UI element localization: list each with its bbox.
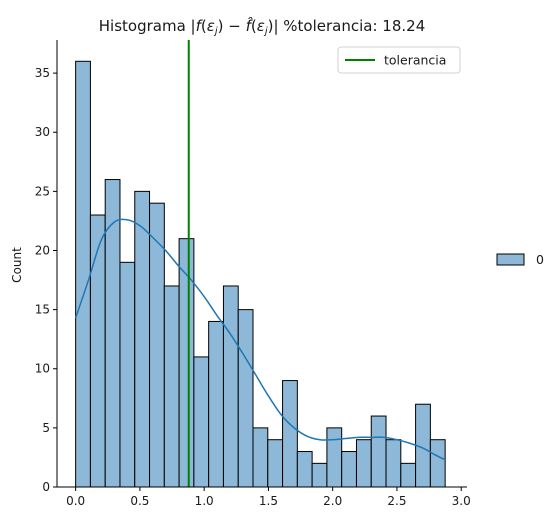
x-tick-label: 2.5: [387, 494, 406, 508]
histogram-bar: [326, 427, 343, 488]
histogram-bar: [104, 179, 121, 488]
histogram-bar: [208, 320, 224, 488]
histogram-bar: [193, 356, 210, 488]
histogram-bar: [429, 439, 446, 488]
ticks-layer: 0.0 0.5 1.0 1.5 2.0 2.5 3.0 0 5 10 15 20 25 30 35: [35, 66, 471, 508]
x-tick-label: 0.5: [130, 494, 149, 508]
histogram-bar: [178, 238, 195, 488]
histogram-bar: [385, 439, 402, 488]
chart-title-formula: |f(εj) − f̂(εj)|: [191, 16, 279, 37]
x-tick-label: 1.5: [259, 494, 278, 508]
x-tick-label: 3.0: [452, 494, 471, 508]
histogram-bar: [400, 462, 417, 488]
chart-title-prefix: Histograma: [99, 17, 191, 35]
legend-hue-label: 0: [536, 252, 544, 267]
histogram-bar: [222, 285, 239, 488]
histogram-bar: [252, 427, 269, 488]
y-tick-label: 35: [35, 66, 50, 80]
axes-layer: [56, 40, 467, 488]
histogram-bar: [282, 380, 298, 488]
histogram-bar: [119, 261, 136, 488]
y-tick-label: 15: [35, 303, 50, 317]
kde-layer: [74, 218, 446, 461]
x-tick-label: 2.0: [323, 494, 342, 508]
histogram-bar: [355, 439, 372, 488]
legend-tolerancia-frame: [337, 46, 461, 74]
y-tick-label: 25: [35, 184, 50, 198]
y-tick-label: 0: [42, 480, 50, 494]
histogram-bar: [89, 214, 106, 488]
histogram-bar: [237, 309, 254, 488]
y-tick-label: 10: [35, 362, 50, 376]
y-tick-label: 5: [42, 421, 50, 435]
histogram-bar: [341, 451, 357, 488]
histogram-bar: [296, 451, 313, 488]
y-tick-label: 30: [35, 125, 50, 139]
bars-layer: [75, 60, 446, 488]
x-tick-label: 0.0: [66, 494, 85, 508]
legend-tolerancia: tolerancia: [337, 46, 461, 74]
legend-tolerancia-label: tolerancia: [384, 53, 446, 68]
histogram-bar: [267, 439, 284, 488]
histogram-bar: [75, 60, 91, 488]
kde-curve: [74, 218, 446, 461]
y-axis-label: Count: [10, 247, 24, 283]
legend-hue: 0: [496, 252, 544, 267]
histogram-bar: [370, 415, 387, 488]
x-tick-label: 1.0: [195, 494, 214, 508]
legend-hue-swatch: [496, 253, 525, 266]
histogram-bar: [134, 190, 151, 488]
chart-title: Histograma |f(εj) − f̂(εj)| %tolerancia:…: [99, 16, 426, 37]
y-tick-label: 20: [35, 243, 50, 257]
chart-title-suffix: %tolerancia: 18.24: [279, 17, 426, 35]
histogram-bar: [311, 462, 328, 488]
histogram-bar: [163, 285, 180, 488]
